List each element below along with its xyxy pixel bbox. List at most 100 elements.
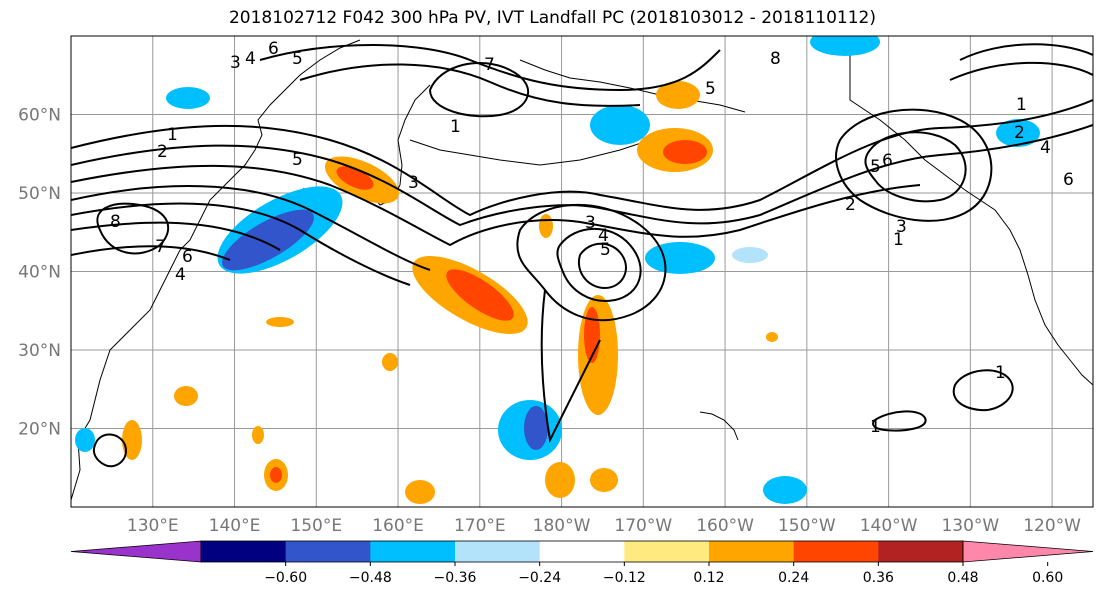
contour-label: 1 (450, 117, 461, 137)
contour-label: 3 (408, 173, 419, 193)
pv-neg-sw (75, 428, 95, 452)
contour-labels: 1 2 3 4 5 6 7 8 3 4 5 1 7 3 4 6 5 8 5 5 … (110, 39, 1074, 437)
pv-pos-north (656, 81, 700, 109)
coast-asia (71, 39, 361, 501)
contour-label: 6 (882, 151, 893, 171)
pv-pos-south3 (590, 468, 618, 492)
longitude-tick-label: 140°W (860, 516, 918, 536)
longitude-tick-label: 170°W (614, 516, 672, 536)
contour-sub-2 (872, 410, 927, 432)
contour-label: 2 (1014, 123, 1025, 143)
contour-label: 1 (1016, 95, 1027, 115)
colorbar-box (709, 541, 795, 562)
contour-north-2 (299, 63, 641, 107)
pv-pos-south1 (405, 480, 435, 504)
colorbar-tick-label: −0.12 (603, 570, 646, 586)
colorbar-box (370, 541, 456, 562)
colorbar-tick-label: 0.12 (693, 570, 724, 586)
longitude-tick-label: 160°E (372, 516, 424, 536)
pv-neg-small (732, 247, 768, 263)
latitude-tick-label: 20°N (18, 420, 61, 440)
coast-nw-america (849, 36, 1093, 386)
contour-low-8 (96, 202, 170, 255)
contour-center-3 (577, 242, 627, 290)
colorbar-box (455, 541, 541, 562)
latitude-tick-label: 30°N (18, 341, 61, 361)
contour-label: 1 (167, 125, 178, 145)
colorbar-tick-label: 0.24 (778, 570, 809, 586)
contour-label: 4 (245, 49, 256, 69)
colorbar-extend-high (962, 540, 1094, 563)
contour-7 (71, 245, 231, 261)
contour-3 (71, 164, 921, 247)
colorbar-frame (200, 540, 964, 563)
longitude-tick-label: 150°W (778, 516, 836, 536)
pv-pos-west2 (174, 386, 198, 406)
pv-pos-small5 (766, 332, 778, 342)
contour-label: 5 (600, 240, 611, 260)
plot-frame (70, 35, 1094, 508)
colorbar-box (539, 541, 625, 562)
pv-neg-bering (590, 105, 650, 145)
contour-ne-1 (959, 43, 1093, 61)
colorbar-tick-label: −0.48 (349, 570, 392, 586)
pv-pos-small1 (382, 353, 398, 371)
contour-label: 4 (598, 226, 609, 246)
pv-pos-midpac-core (446, 269, 514, 321)
colorbar-box (878, 541, 964, 562)
contour-label: 5 (292, 49, 303, 69)
pv-pos-east-asia-core (336, 166, 374, 190)
longitude-tick-label: 150°E (290, 516, 342, 536)
pv-neg-central (645, 242, 715, 274)
coast-aleutians (409, 139, 651, 166)
contour-label: 6 (268, 39, 279, 59)
pv-positive-shading (122, 81, 778, 504)
colorbar-tick-label: 0.48 (947, 570, 978, 586)
contour-label: 2 (845, 195, 856, 215)
contour-label: 6 (1063, 170, 1074, 190)
longitude-tick-label: 140°E (209, 516, 261, 536)
contour-label: 3 (585, 213, 596, 233)
pv-pos-small3 (252, 426, 264, 444)
contour-center-1 (516, 203, 667, 322)
colorbar-extend-low (70, 540, 202, 563)
contour-1 (71, 99, 1093, 217)
colorbar-tick-label: −0.60 (264, 570, 307, 586)
colorbar-tick-label: 0.36 (863, 570, 894, 586)
contour-label: 5 (292, 150, 303, 170)
colorbar: −0.60 −0.48 −0.36 −0.24 −0.12 0.12 0.24 0.36 0.4… (70, 540, 1094, 586)
contour-low-7 (428, 62, 530, 118)
longitude-tick-label: 180°W (533, 516, 591, 536)
contour-label: 8 (110, 212, 121, 232)
contour-center-2 (556, 227, 642, 302)
colorbar-box (285, 541, 371, 562)
contour-5 (71, 202, 411, 286)
colorbar-box (201, 541, 287, 562)
pv-neg-gulf (996, 119, 1040, 147)
colorbar-box (624, 541, 710, 562)
pv-pos-alaska-core (663, 140, 707, 164)
contour-label: 7 (155, 237, 166, 257)
contour-label: 1 (870, 417, 881, 437)
contour-label: 5 (705, 79, 716, 99)
longitude-tick-label: 130°W (941, 516, 999, 536)
colorbar-tick-label: −0.36 (434, 570, 477, 586)
contour-label: 5 (870, 157, 881, 177)
latitude-labels: 20°N 30°N 40°N 50°N 60°N (18, 106, 61, 440)
coast-alaska (519, 59, 746, 113)
pv-pos-small2 (266, 317, 294, 327)
contour-east-low (835, 108, 993, 222)
longitude-labels: 130°E 140°E 150°E 160°E 170°E 180°W 170°W 160°W… (127, 516, 1081, 536)
pv-neg-okhotsk (166, 87, 210, 109)
contour-label: 1 (893, 230, 904, 250)
contour-sub-1 (952, 369, 1014, 412)
colorbar-tick-label: 0.60 (1032, 570, 1063, 586)
pv-neg-canada (810, 36, 880, 56)
pv-neg-se (763, 476, 807, 504)
contour-label: 1 (995, 363, 1006, 383)
contour-label: 4 (1040, 138, 1051, 158)
latitude-tick-label: 50°N (18, 184, 61, 204)
pv-pos-stalk (578, 295, 618, 415)
contours (71, 43, 1093, 468)
